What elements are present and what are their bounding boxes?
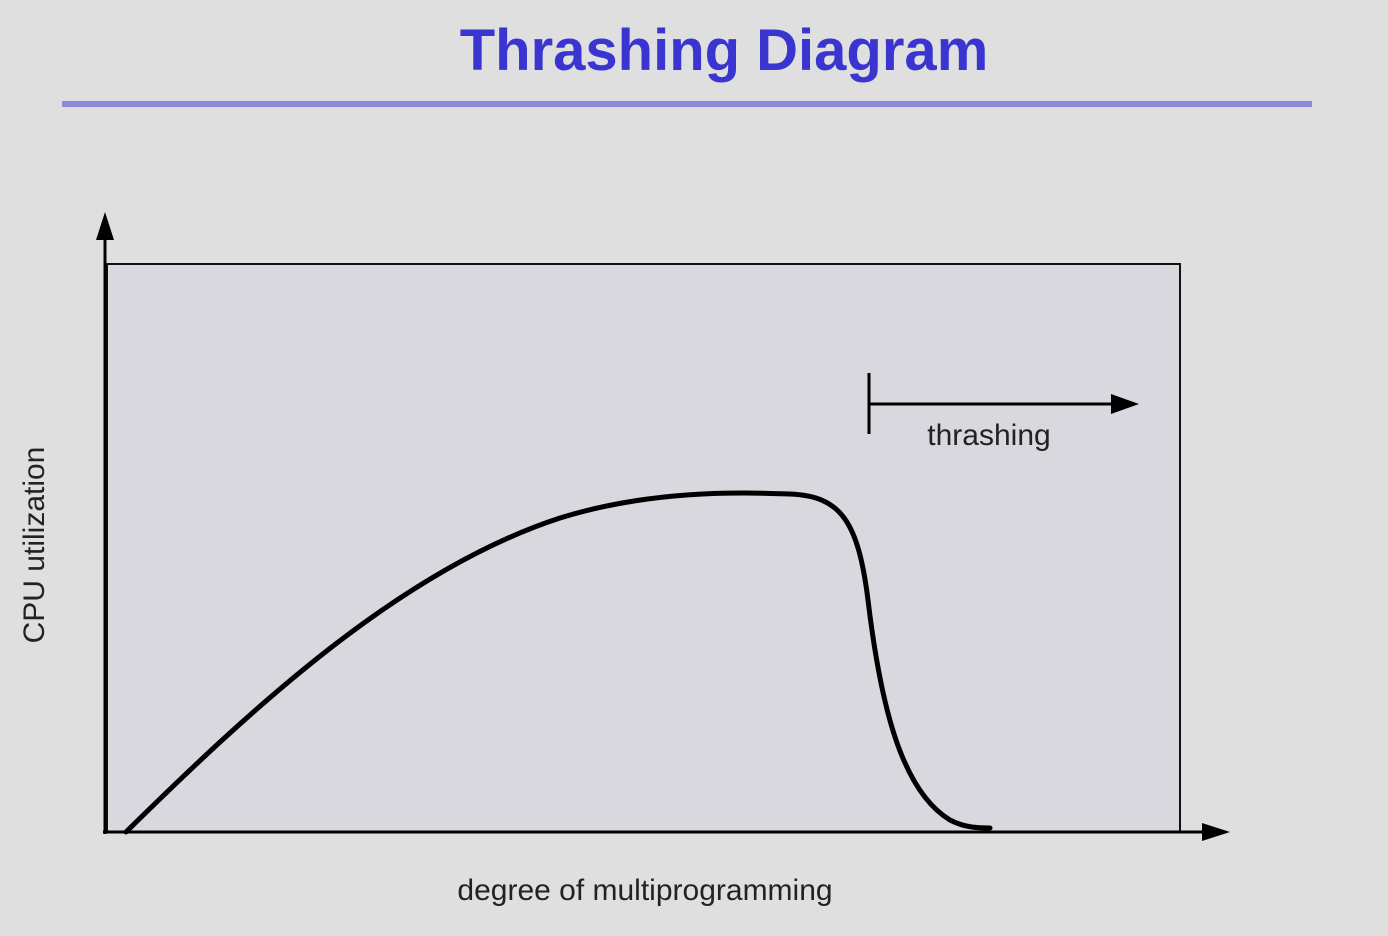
- y-axis-label: CPU utilization: [18, 447, 51, 644]
- slide-title: Thrashing Diagram: [460, 18, 989, 83]
- plot-area: [106, 263, 1181, 833]
- x-axis-label: degree of multiprogramming: [457, 874, 832, 907]
- y-axis-arrow: [96, 212, 114, 240]
- thrashing-label: thrashing: [927, 419, 1050, 452]
- utilization-curve: [123, 490, 993, 835]
- x-axis-arrow: [1202, 823, 1230, 841]
- thrashing-arrowhead: [1111, 394, 1139, 414]
